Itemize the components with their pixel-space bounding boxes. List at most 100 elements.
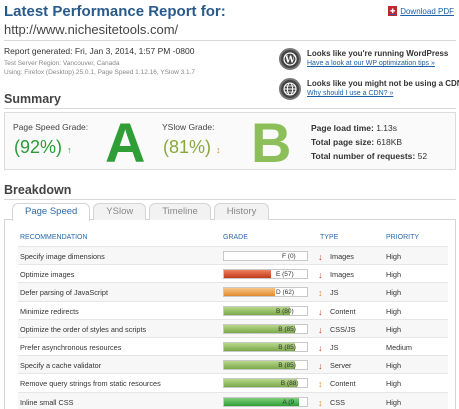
- table-row[interactable]: Inline small CSS A (9 ↕ CSS High: [18, 391, 448, 409]
- trend-arrow-icon: ↓: [318, 342, 323, 353]
- trend-arrow-icon: ↕: [318, 397, 323, 408]
- grade-bar-fill: [224, 379, 298, 388]
- trend-arrow-icon: ↓: [318, 252, 323, 262]
- grade-bar-fill: [224, 288, 276, 297]
- table-row[interactable]: Prefer asynchronous resources B (85) ↓ JS Me…: [18, 336, 448, 355]
- wordpress-tip-title: Looks like you're running WordPress: [307, 49, 449, 58]
- globe-icon: [279, 78, 301, 100]
- recommendation-name: Minimize redirects: [20, 306, 79, 316]
- tab-page-speed[interactable]: Page Speed: [12, 203, 91, 221]
- grade-bar: B (85): [223, 341, 308, 352]
- total-requests-value: 52: [417, 151, 428, 161]
- col-grade[interactable]: GRADE: [223, 234, 248, 241]
- report-generated: Report generated: Fri, Jan 3, 2014, 1:57…: [4, 46, 195, 56]
- test-using: Using: Firefox (Desktop) 25.0.1, Page Sp…: [4, 69, 196, 76]
- download-pdf-label: Download PDF: [400, 6, 454, 16]
- tab-timeline[interactable]: Timeline: [149, 203, 211, 220]
- table-row[interactable]: Specify image dimensions F (0) ↓ Images High: [18, 246, 448, 265]
- grade-bar-fill: [224, 397, 299, 406]
- grade-bar-fill: [224, 361, 295, 370]
- table-row[interactable]: Optimize the order of styles and scripts…: [18, 318, 448, 337]
- total-page-size: Total page size: 618KB: [311, 135, 427, 149]
- recommendation-name: Optimize images: [20, 270, 75, 280]
- table-row[interactable]: Optimize images E (57) ↓ Images High: [18, 264, 448, 282]
- download-pdf-link[interactable]: ✚ Download PDF: [388, 6, 454, 16]
- yslow-trend-icon: ↕: [216, 145, 221, 155]
- report-header: Latest Performance Report for: http://ww…: [4, 2, 456, 40]
- page-load-time: Page load time: 1.13s: [311, 121, 427, 135]
- recommendation-type: Images: [330, 252, 354, 261]
- col-type[interactable]: TYPE: [320, 234, 339, 241]
- recommendation-name: Specify image dimensions: [20, 252, 105, 261]
- grade-value: B (80): [276, 307, 294, 315]
- trend-arrow-icon: ↓: [318, 270, 323, 281]
- wordpress-tip: W Looks like you're running WordPress Ha…: [279, 48, 457, 72]
- summary-panel: Page Speed Grade: (92%) ↑ A YSlow Grade:…: [4, 111, 456, 174]
- recommendation-priority: High: [386, 379, 402, 389]
- pagespeed-trend-icon: ↑: [67, 145, 72, 155]
- recommendation-priority: High: [386, 324, 402, 334]
- recommendation-type: Server: [330, 361, 352, 371]
- table-row[interactable]: Minimize redirects B (80) ↓ Content High: [18, 300, 448, 319]
- recommendation-name: Inline small CSS: [20, 397, 74, 407]
- col-recommendation[interactable]: RECOMMENDATION: [20, 234, 88, 241]
- recommendation-priority: High: [386, 361, 402, 371]
- recommendation-type: Content: [330, 306, 356, 316]
- summary-heading: Summary: [4, 92, 61, 106]
- total-requests-label: Total number of requests:: [311, 151, 416, 161]
- svg-text:W: W: [284, 56, 296, 66]
- grade-bar-fill: [224, 270, 272, 279]
- tab-yslow[interactable]: YSlow: [93, 203, 147, 220]
- trend-arrow-icon: ↓: [318, 324, 323, 335]
- pagespeed-grade-percent: (92%) ↑: [14, 137, 72, 158]
- breakdown-tabs: Page Speed YSlow Timeline History: [12, 203, 270, 221]
- recommendation-type: CSS: [330, 397, 346, 407]
- total-page-size-value: 618KB: [376, 137, 403, 147]
- trend-arrow-icon: ↓: [318, 361, 323, 372]
- recommendation-name: Remove query strings from static resourc…: [20, 379, 161, 389]
- table-row[interactable]: Remove query strings from static resourc…: [18, 373, 448, 391]
- total-requests: Total number of requests: 52: [311, 149, 427, 163]
- wordpress-icon: W: [279, 48, 301, 70]
- yslow-grade-label: YSlow Grade:: [162, 122, 215, 132]
- grade-bar: E (57): [223, 269, 308, 280]
- cdn-tip-link[interactable]: Why should I use a CDN? »: [307, 90, 394, 97]
- col-priority[interactable]: PRIORITY: [386, 234, 420, 241]
- table-row[interactable]: Defer parsing of JavaScript D (62) ↕ JS High: [18, 282, 448, 301]
- recommendation-type: Images: [330, 270, 354, 280]
- recommendation-name: Optimize the order of styles and scripts: [20, 324, 147, 334]
- table-header: RECOMMENDATION GRADE TYPE PRIORITY: [18, 234, 448, 244]
- pdf-icon: ✚: [388, 6, 398, 16]
- grade-value: A (9: [282, 398, 295, 406]
- grade-bar-fill: [224, 342, 295, 351]
- wordpress-tip-link[interactable]: Have a look at our WP optimization tips …: [307, 60, 435, 67]
- table-row[interactable]: Specify a cache validator B (85) ↓ Server Hi…: [18, 355, 448, 374]
- trend-arrow-icon: ↕: [318, 379, 323, 390]
- grade-value: B (85): [278, 325, 296, 333]
- recommendation-type: CSS/JS: [330, 324, 356, 334]
- test-region: Test Server Region: Vancouver, Canada: [4, 60, 120, 67]
- yslow-grade-letter: B: [251, 111, 292, 174]
- tab-history[interactable]: History: [213, 203, 270, 220]
- grade-bar-fill: [224, 306, 291, 315]
- grade-bar: F (0): [223, 251, 308, 261]
- recommendation-type: JS: [330, 342, 339, 352]
- report-title: Latest Performance Report for:: [4, 3, 226, 20]
- page-stats: Page load time: 1.13s Total page size: 6…: [311, 121, 427, 163]
- breakdown-divider: [4, 199, 456, 200]
- recommendation-name: Prefer asynchronous resources: [20, 342, 122, 352]
- grade-value: E (57): [276, 271, 294, 279]
- grade-bar: D (62): [223, 287, 308, 298]
- yslow-pct-value: (81%): [163, 137, 212, 157]
- report-meta: Report generated: Fri, Jan 3, 2014, 1:57…: [4, 46, 274, 77]
- grade-value: B (85): [278, 343, 296, 351]
- grade-bar-fill: [224, 324, 295, 333]
- grade-bar: B (85): [223, 323, 308, 334]
- trend-arrow-icon: ↓: [318, 306, 323, 317]
- grade-bar: B (80): [223, 305, 308, 316]
- total-page-size-label: Total page size:: [311, 137, 375, 147]
- yslow-grade-percent: (81%) ↕: [163, 137, 221, 158]
- grade-bar: B (85): [223, 360, 308, 371]
- recommendation-type: JS: [330, 288, 339, 298]
- pagespeed-grade-label: Page Speed Grade:: [13, 122, 89, 132]
